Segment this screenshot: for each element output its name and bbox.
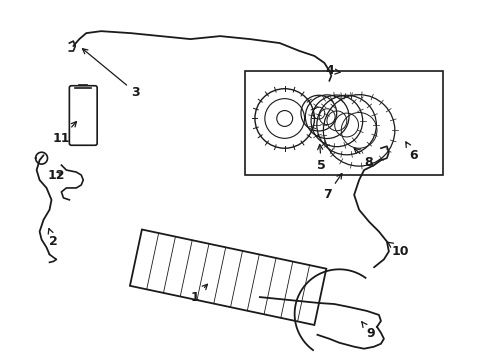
Text: 10: 10: [387, 242, 410, 258]
Text: 1: 1: [191, 284, 207, 303]
Bar: [245, 71, 443, 175]
Text: 9: 9: [362, 322, 375, 340]
Text: 7: 7: [323, 174, 342, 201]
Text: 2: 2: [48, 229, 58, 248]
Text: 11: 11: [53, 122, 76, 145]
Text: 8: 8: [354, 148, 373, 168]
Text: 3: 3: [82, 49, 140, 99]
Text: 4: 4: [325, 64, 340, 77]
Text: 12: 12: [48, 168, 65, 181]
Text: 5: 5: [317, 144, 326, 172]
Text: 6: 6: [406, 142, 418, 162]
